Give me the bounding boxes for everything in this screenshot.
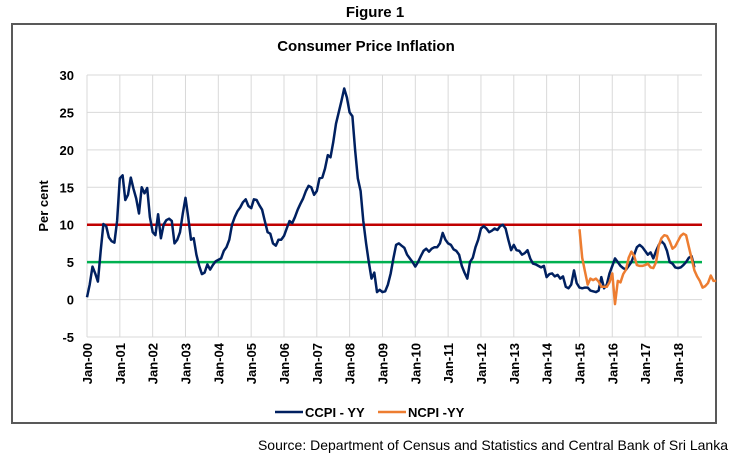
y-tick-label: 5 [67, 255, 74, 270]
y-tick-label: -5 [62, 330, 74, 345]
series-line-ccpi [85, 87, 696, 298]
x-tick-label: Jan-15 [572, 343, 587, 384]
x-tick-label: Jan-16 [605, 343, 620, 384]
x-tick-label: Jan-04 [211, 342, 226, 384]
x-tick-label: Jan-13 [507, 343, 522, 384]
y-tick-label: 30 [60, 68, 74, 83]
x-tick-label: Jan-05 [244, 343, 259, 384]
x-tick-label: Jan-07 [310, 343, 325, 384]
x-tick-label: Jan-11 [441, 343, 456, 383]
chart-title: Consumer Price Inflation [277, 38, 455, 55]
legend-label-ncpi: NCPI -YY [408, 405, 465, 420]
figure-label: Figure 1 [345, 4, 405, 21]
y-tick-label: 20 [60, 143, 74, 158]
x-tick-label: Jan-12 [474, 343, 489, 384]
legend: CCPI - YY NCPI -YY [275, 405, 465, 420]
x-axis: Jan-00 Jan-01 Jan-02 Jan-03 Jan-04 Jan-05 Jan-… [80, 342, 686, 384]
y-axis: -5 0 5 10 15 20 25 30 [60, 68, 74, 345]
x-tick-label: Jan-03 [178, 343, 193, 384]
x-tick-label: Jan-01 [113, 343, 128, 384]
chart-frame [11, 23, 717, 424]
x-tick-label: Jan-08 [343, 343, 358, 384]
x-tick-label: Jan-00 [80, 343, 95, 384]
y-tick-label: 15 [60, 180, 74, 195]
legend-label-ccpi: CCPI - YY [305, 405, 365, 420]
y-tick-label: 10 [60, 218, 74, 233]
x-tick-label: Jan-14 [540, 342, 555, 384]
x-tick-label: Jan-18 [671, 343, 686, 384]
series-group [85, 87, 717, 306]
gridlines [86, 74, 702, 338]
x-tick-label: Jan-17 [638, 343, 653, 384]
y-tick-label: 25 [60, 105, 74, 120]
series-line-ncpi [578, 229, 717, 306]
y-axis-label: Per cent [36, 180, 51, 232]
source-note: Source: Department of Census and Statist… [257, 437, 728, 453]
x-tick-label: Jan-06 [277, 343, 292, 384]
y-tick-label: 0 [67, 293, 74, 308]
x-tick-label: Jan-02 [146, 343, 161, 384]
x-tick-label: Jan-09 [375, 343, 390, 384]
x-tick-label: Jan-10 [408, 343, 423, 384]
